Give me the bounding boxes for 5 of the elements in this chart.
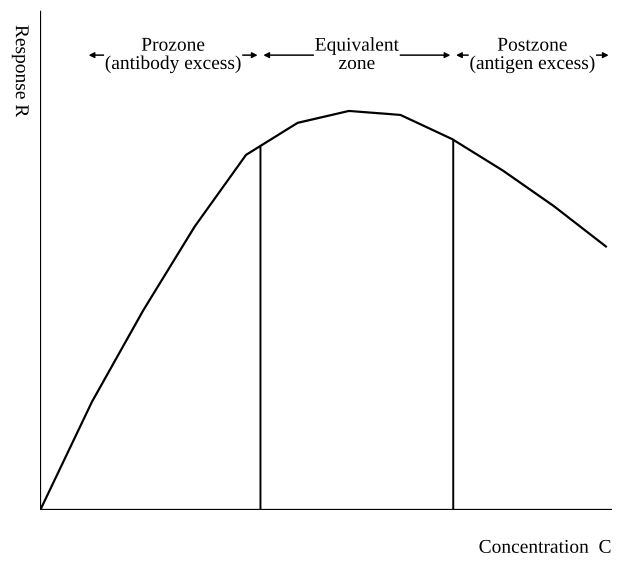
text: Equivalent zone (315, 37, 399, 70)
y-axis-title: Response R (12, 25, 29, 118)
text: Postzone (antigen excess) (470, 38, 594, 74)
text: Prozone (antibody excess) (106, 38, 241, 74)
x-axis-title: Concentration C (479, 540, 610, 553)
